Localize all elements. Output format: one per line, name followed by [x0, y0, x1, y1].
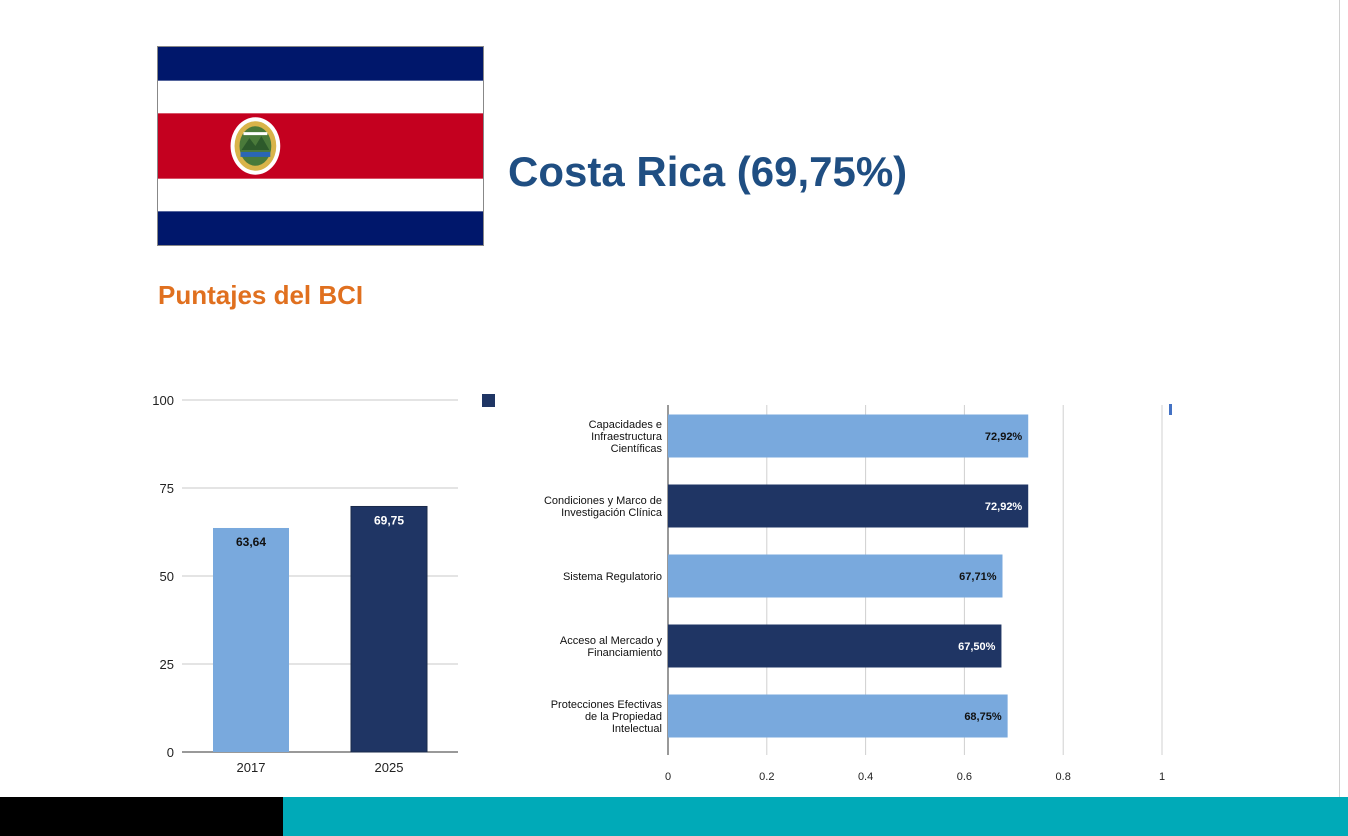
y-category-label: Financiamiento — [587, 647, 662, 659]
bar — [668, 694, 1008, 738]
bar — [668, 554, 1003, 598]
y-category-label: de la Propiedad — [585, 711, 662, 723]
y-category-label: Protecciones Efectivas — [551, 699, 663, 711]
page-title: Costa Rica (69,75%) — [508, 148, 908, 195]
data-label: 72,92% — [985, 431, 1023, 443]
y-category-label: Infraestructura — [591, 431, 663, 443]
data-label: 67,50% — [958, 641, 996, 653]
page-edge-divider — [1339, 0, 1340, 797]
data-label: 63,64 — [236, 535, 266, 549]
y-category-label: Intelectual — [612, 723, 662, 735]
data-label: 69,75 — [374, 513, 404, 527]
x-tick-label: 2017 — [237, 760, 266, 775]
bar — [668, 414, 1029, 458]
bar — [213, 527, 289, 752]
y-tick-label: 25 — [160, 657, 174, 672]
y-category-label: Condiciones y Marco de — [544, 495, 662, 507]
bar — [350, 505, 428, 753]
data-label: 68,75% — [964, 711, 1002, 723]
x-tick-label: 0.2 — [759, 771, 774, 783]
x-tick-label: 0.4 — [858, 771, 873, 783]
y-category-label: Investigación Clínica — [561, 507, 663, 519]
y-category-label: Científicas — [611, 443, 663, 455]
legend-marker — [1169, 404, 1172, 415]
bar — [668, 484, 1029, 528]
x-tick-label: 2025 — [375, 760, 404, 775]
x-tick-label: 0.6 — [957, 771, 972, 783]
data-label: 72,92% — [985, 501, 1023, 513]
coat-of-arms-icon — [230, 117, 281, 175]
bar — [668, 624, 1002, 668]
x-tick-label: 1 — [1159, 771, 1165, 783]
costa-rica-flag-icon — [157, 46, 484, 246]
bci-categories-bar-chart: 0 0.2 0.4 0.6 0.8 1 72,92% Capacidades eInfraes… — [544, 405, 1165, 783]
legend-swatch — [482, 394, 495, 407]
y-tick-label: 50 — [160, 569, 174, 584]
footer-black-band — [0, 797, 283, 836]
y-tick-label: 100 — [152, 393, 174, 408]
section-subtitle: Puntajes del BCI — [158, 280, 364, 310]
y-category-label: Acceso al Mercado y — [560, 635, 663, 647]
y-tick-label: 0 — [167, 745, 174, 760]
y-category-label: Sistema Regulatorio — [563, 571, 662, 583]
x-tick-label: 0 — [665, 771, 671, 783]
bci-scores-bar-chart: 0 25 50 75 100 63,64 2017 69,75 2025 — [152, 393, 458, 775]
data-label: 67,71% — [959, 571, 997, 583]
y-tick-label: 75 — [160, 481, 174, 496]
y-category-label: Capacidades e — [589, 419, 662, 431]
x-tick-label: 0.8 — [1056, 771, 1071, 783]
footer-teal-band — [283, 797, 1348, 836]
